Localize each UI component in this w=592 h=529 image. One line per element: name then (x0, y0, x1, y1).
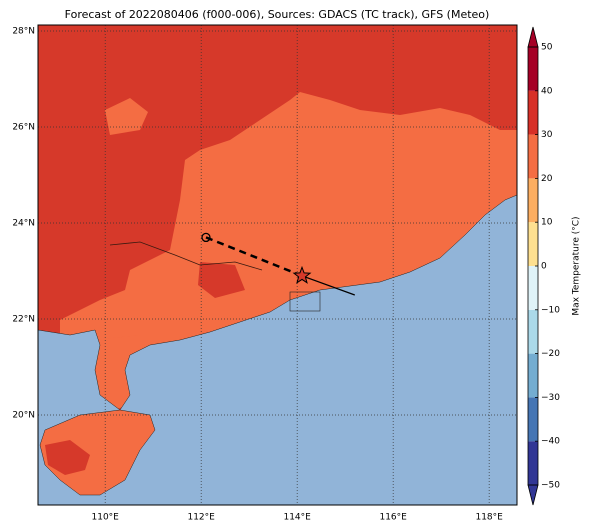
colorbar-label: Max Temperature (°C) (572, 216, 582, 315)
colorbar-extend (527, 26, 539, 48)
track-point (201, 232, 211, 243)
colorbar-extend (527, 484, 539, 506)
x-tick-label: 110°E (92, 513, 120, 523)
x-tick-label: 118°E (475, 513, 503, 523)
colorbar: −50 −40 −30 −20 −10 0 10 20 30 40 50 (527, 26, 560, 506)
grid (38, 25, 517, 505)
colorbar-tick-label: 30 (541, 130, 553, 140)
colorbar-tick-label: 50 (541, 43, 553, 53)
x-tick-label: 114°E (283, 513, 311, 523)
past-track (301, 275, 355, 296)
y-tick-label: 24°N (12, 219, 35, 229)
colorbar-band (528, 441, 538, 485)
city-box (289, 291, 321, 312)
colorbar-tick-label: 40 (541, 86, 553, 96)
colorbar-band (528, 134, 538, 179)
colorbar-tick-label: −40 (541, 437, 560, 447)
track (201, 232, 355, 296)
colorbar-band (528, 266, 538, 310)
forecast-track (205, 236, 303, 277)
map-frame (37, 24, 518, 506)
colorbar-tick-label: 20 (541, 174, 553, 184)
sea (38, 194, 517, 505)
land-warm (60, 92, 517, 360)
storm-position (292, 265, 312, 284)
x-tick-label: 116°E (379, 513, 407, 523)
axes: 110°E 112°E 114°E 116°E 118°E 20°N 22°N 24°N 26°… (12, 27, 503, 523)
colorbar-band (528, 309, 538, 354)
land-hot (45, 440, 90, 475)
colorbar-tick-label: 10 (541, 218, 553, 228)
colorbar-tick-label: 0 (541, 262, 547, 272)
title: Forecast of 2022080406 (f000-006), Sourc… (65, 8, 490, 21)
colorbar-tick-label: −20 (541, 349, 560, 359)
colorbar-tick-label: −10 (541, 305, 560, 315)
x-tick-label: 112°E (187, 513, 215, 523)
land-hot (198, 262, 245, 298)
map-area (38, 25, 517, 505)
y-tick-label: 26°N (12, 123, 35, 133)
colorbar-tick-label: −50 (541, 481, 560, 491)
y-tick-label: 20°N (12, 411, 35, 421)
colorbar-band (528, 90, 538, 135)
colorbar-band (528, 353, 538, 398)
border (109, 241, 263, 271)
y-tick-label: 28°N (12, 27, 35, 37)
colorbar-band (528, 222, 538, 266)
colorbar-band (528, 178, 538, 223)
colorbar-band (528, 397, 538, 442)
colorbar-band (528, 47, 538, 91)
land-warm (105, 98, 148, 135)
land-warm (95, 335, 140, 412)
y-tick-label: 22°N (12, 315, 35, 325)
colorbar-tick-label: −30 (541, 393, 560, 403)
